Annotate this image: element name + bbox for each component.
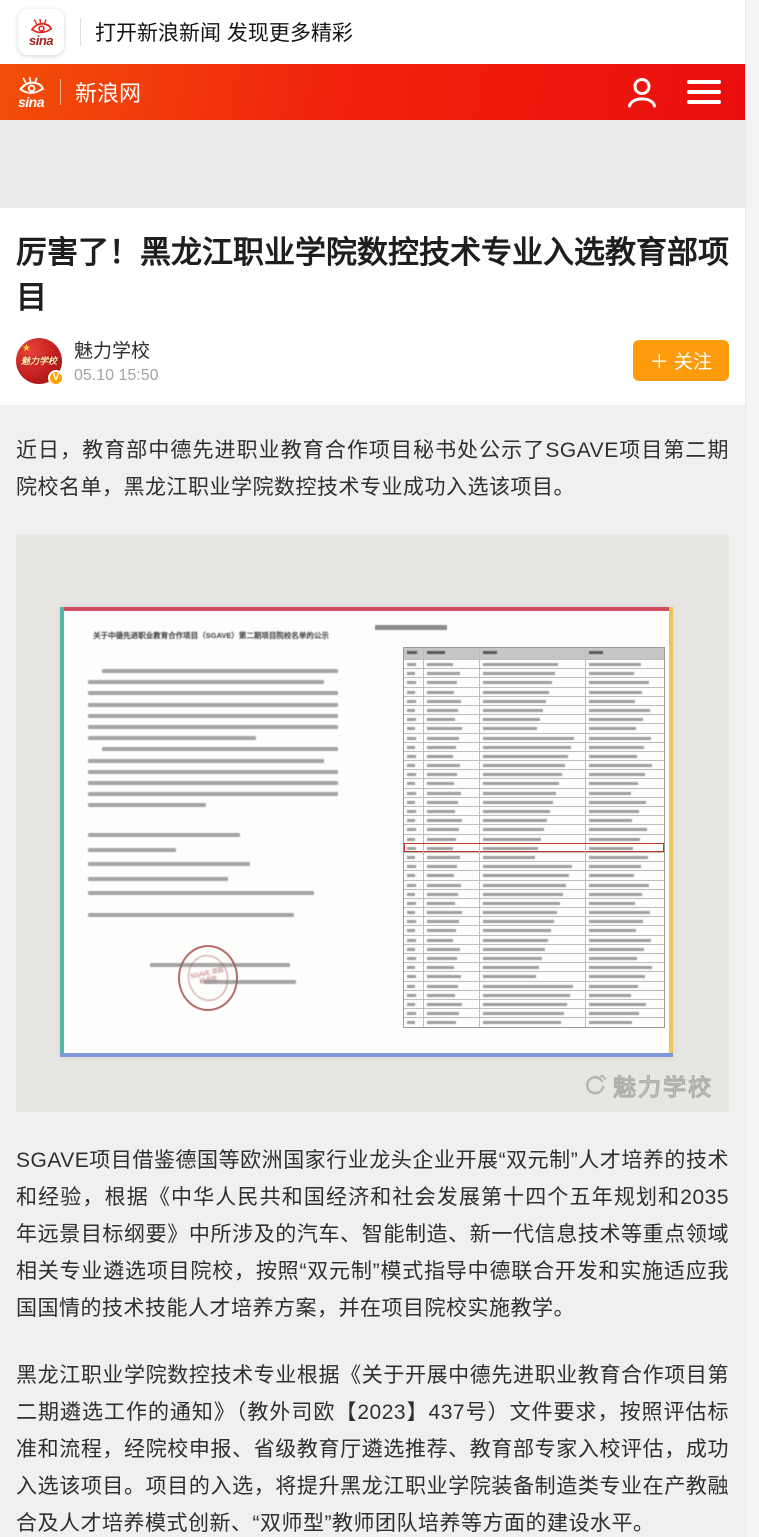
publish-time: 05.10 15:50	[74, 367, 159, 384]
article-title: 厉害了！黑龙江职业学院数控技术专业入选教育部项目	[16, 235, 729, 315]
table-row	[404, 778, 664, 788]
table-row	[404, 980, 664, 990]
sina-app-icon[interactable]: sina	[18, 9, 64, 55]
spacer	[0, 120, 759, 208]
table-row	[404, 677, 664, 687]
doc-border-bottom	[60, 1053, 673, 1057]
table-row	[404, 907, 664, 917]
table-row	[404, 787, 664, 797]
author-name[interactable]: 魅力学校	[74, 341, 151, 362]
table-row	[404, 732, 664, 742]
doc-border-right	[669, 607, 673, 1057]
open-app-promo-bar[interactable]: sina 打开新浪新闻 发现更多精彩	[0, 0, 759, 64]
table-row	[404, 796, 664, 806]
follow-button[interactable]: ＋ 关注	[632, 340, 729, 381]
site-header: sina 新浪网	[0, 64, 759, 120]
table-row	[404, 943, 664, 953]
table-row	[404, 723, 664, 733]
doc-border-top	[60, 607, 673, 611]
scanned-notice-document: 关于中德先进职业教育合作项目（SGAVE）第二期项目院校名单的公示 SGAVE …	[60, 607, 673, 1057]
table-row	[404, 851, 664, 862]
table-row	[404, 815, 664, 825]
table-row	[404, 659, 664, 669]
divider	[80, 18, 81, 46]
table-row	[404, 833, 664, 843]
paragraph: SGAVE项目借鉴德国等欧洲国家行业龙头企业开展“双元制”人才培养的技术和经验，…	[16, 1149, 729, 1320]
paragraph: 近日，教育部中德先进职业教育合作项目秘书处公示了SGAVE项目第二期院校名单，黑…	[16, 439, 729, 499]
table-row	[404, 842, 664, 852]
table-row	[404, 695, 664, 705]
table-row	[404, 806, 664, 816]
table-row	[404, 1017, 664, 1027]
article-body: 近日，教育部中德先进职业教育合作项目秘书处公示了SGAVE项目第二期院校名单，黑…	[0, 432, 745, 1537]
table-row	[404, 1008, 664, 1018]
doc-border-left	[60, 607, 64, 1057]
table-row	[404, 897, 664, 908]
table-row	[404, 962, 664, 972]
table-row	[404, 769, 664, 779]
author-row: ★ 魅力学校 V 魅力学校 05.10 15:50 ＋ 关注	[16, 336, 729, 386]
table-row	[404, 998, 664, 1009]
user-account-icon[interactable]	[625, 75, 659, 109]
sina-wordmark-white: sina	[17, 93, 45, 110]
table-row	[404, 934, 664, 944]
table-row	[404, 668, 664, 678]
sina-logo[interactable]: sina	[16, 76, 46, 110]
flag-star-decoration: ★	[22, 342, 31, 354]
site-brand[interactable]: 新浪网	[75, 81, 142, 106]
table-row	[404, 870, 664, 880]
sina-eye-icon-white	[19, 76, 44, 94]
table-row	[404, 989, 664, 999]
menu-icon[interactable]	[687, 80, 721, 104]
table-row	[404, 953, 664, 963]
table-row	[404, 714, 664, 724]
table-row	[404, 916, 664, 926]
table-row	[404, 760, 664, 770]
promo-text: 打开新浪新闻 发现更多精彩	[95, 22, 353, 45]
sina-eye-icon	[31, 18, 53, 33]
table-row	[404, 704, 664, 715]
sina-wordmark: sina	[28, 32, 54, 48]
verified-badge: V	[48, 369, 64, 386]
watermark-text: 魅力学校	[613, 1074, 713, 1101]
table-row	[404, 879, 664, 889]
table-row	[404, 824, 664, 834]
table-row	[404, 971, 664, 981]
paragraph: 黑龙江职业学院数控技术专业根据《关于开展中德先进职业教育合作项目第二期遴选工作的…	[16, 1364, 729, 1535]
article-image-document-scan[interactable]: 关于中德先进职业教育合作项目（SGAVE）第二期项目院校名单的公示 SGAVE …	[16, 534, 729, 1112]
table-row	[404, 925, 664, 935]
official-red-stamp: SGAVE 项目 秘书处	[178, 945, 238, 1011]
doc-section-heading-blurred	[375, 625, 447, 630]
table-row	[404, 686, 664, 696]
school-list-table	[403, 647, 665, 1028]
doc-title-blurred: 关于中德先进职业教育合作项目（SGAVE）第二期项目院校名单的公示	[93, 631, 329, 640]
article-header-card: 厉害了！黑龙江职业学院数控技术专业入选教育部项目 ★ 魅力学校 V 魅力学校 0…	[0, 208, 745, 405]
table-row	[404, 888, 664, 898]
scrollbar[interactable]	[745, 0, 759, 1537]
table-row	[404, 861, 664, 871]
table-row	[404, 750, 664, 761]
watermark: 魅力学校	[582, 1068, 713, 1102]
divider	[60, 79, 61, 105]
author-avatar[interactable]: ★ 魅力学校 V	[16, 337, 64, 386]
table-row	[404, 741, 664, 751]
watermark-swirl-icon	[586, 1075, 606, 1095]
